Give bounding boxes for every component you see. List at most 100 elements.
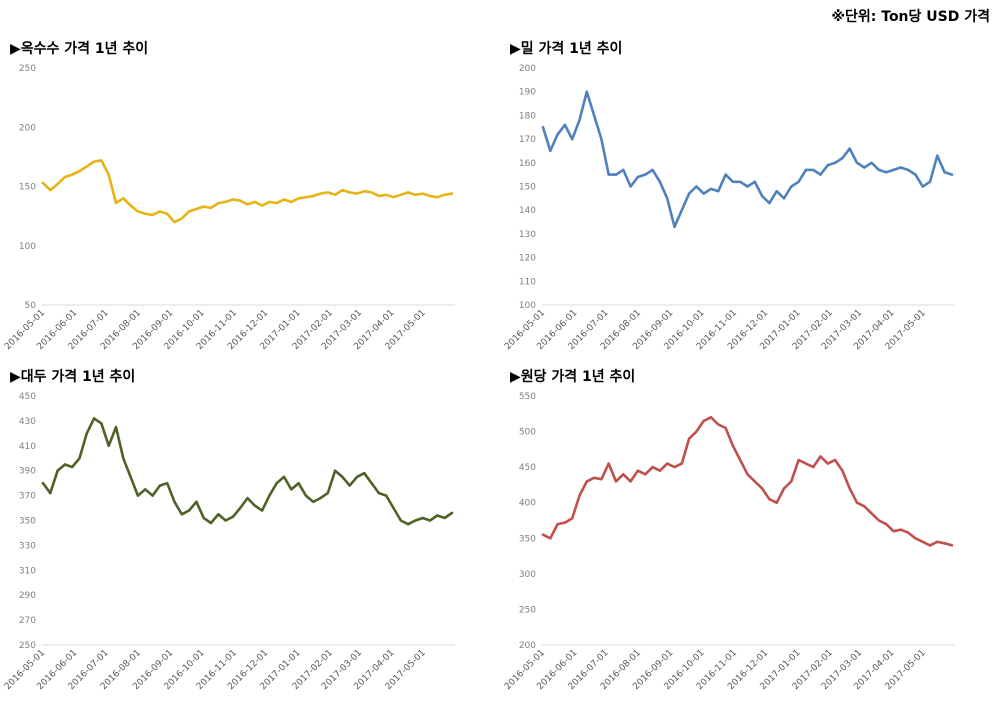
series-line	[41, 417, 454, 526]
data-point	[253, 504, 256, 507]
data-point	[129, 475, 132, 479]
chart-panel-sugar: ▶원당 가격 1년 추이 200 250 300 350 400 450 500 550 201…	[500, 366, 990, 706]
data-point	[260, 509, 264, 512]
data-point	[921, 540, 924, 543]
data-point	[187, 509, 191, 512]
y-tick-label: 410	[19, 442, 36, 452]
data-point	[348, 191, 351, 194]
data-point	[100, 159, 103, 162]
y-tick-label: 200	[519, 64, 536, 74]
data-point	[173, 220, 176, 224]
y-tick-label: 100	[19, 242, 36, 252]
y-tick-label: 110	[519, 277, 536, 287]
data-point	[63, 175, 67, 179]
chart-corn: 501001502002502016-05-012016-06-012016-0…	[3, 64, 455, 352]
data-point	[399, 519, 402, 522]
data-point	[114, 425, 118, 429]
y-tick-label: 270	[19, 616, 36, 626]
data-point	[41, 181, 45, 185]
data-point	[863, 505, 866, 508]
data-point	[826, 462, 829, 465]
data-point	[950, 173, 954, 176]
data-point	[421, 192, 424, 195]
data-point	[804, 168, 808, 172]
data-point	[943, 542, 946, 545]
chart-title: ▶원당 가격 1년 추이	[510, 369, 636, 385]
data-point	[782, 487, 786, 490]
data-point	[899, 528, 902, 531]
series-line	[541, 90, 954, 229]
data-point	[658, 180, 662, 183]
y-tick-label: 200	[19, 123, 36, 133]
data-point	[377, 194, 381, 198]
data-point	[841, 469, 844, 472]
data-point	[92, 160, 96, 163]
data-point	[614, 173, 618, 176]
data-point	[768, 498, 771, 501]
y-tick-label: 160	[519, 159, 536, 169]
y-tick-label: 150	[519, 183, 536, 193]
data-point	[804, 462, 808, 465]
data-point	[92, 417, 96, 420]
data-point	[450, 511, 454, 515]
data-point	[144, 212, 147, 215]
data-point	[687, 192, 691, 195]
data-point	[355, 192, 359, 195]
data-point	[78, 169, 81, 173]
data-point	[775, 501, 778, 504]
data-point	[85, 165, 89, 168]
data-point	[724, 173, 727, 176]
data-point	[680, 209, 683, 212]
data-point	[841, 156, 844, 160]
data-point	[680, 462, 683, 465]
data-point	[906, 531, 910, 534]
y-tick-label: 450	[19, 392, 36, 402]
data-point	[549, 149, 552, 153]
data-point	[943, 171, 946, 174]
data-point	[71, 465, 74, 469]
data-point	[658, 469, 662, 472]
data-point	[341, 188, 344, 192]
data-point	[826, 164, 829, 167]
data-point	[49, 188, 52, 192]
data-point	[812, 168, 815, 172]
data-point	[136, 494, 140, 497]
data-point	[571, 517, 574, 520]
data-point	[114, 201, 118, 205]
data-point	[717, 190, 720, 193]
data-point	[217, 513, 220, 516]
data-point	[936, 540, 939, 543]
data-point	[136, 210, 140, 213]
y-tick-label: 310	[19, 566, 36, 576]
y-tick-label: 190	[519, 88, 536, 98]
chart-soybean: 2502702903103303503703904104304502016-05…	[3, 392, 455, 692]
data-point	[406, 523, 410, 526]
data-point	[673, 465, 676, 469]
data-point	[614, 480, 618, 483]
data-point	[239, 506, 242, 510]
data-point	[833, 458, 837, 462]
data-point	[224, 519, 227, 522]
data-point	[651, 465, 654, 469]
data-point	[268, 494, 271, 497]
data-point	[319, 192, 322, 195]
data-point	[892, 168, 895, 172]
data-point	[812, 465, 815, 469]
data-point	[731, 444, 735, 447]
data-point	[385, 193, 388, 196]
data-point	[304, 196, 308, 199]
data-point	[585, 480, 588, 483]
data-point	[899, 166, 902, 169]
data-point	[144, 488, 147, 491]
y-tick-label: 350	[19, 517, 36, 527]
data-point	[855, 161, 859, 164]
data-point	[319, 496, 322, 500]
data-point	[629, 185, 632, 188]
data-point	[56, 469, 59, 472]
data-point	[217, 201, 220, 205]
data-point	[607, 462, 610, 465]
data-point	[702, 192, 705, 195]
data-point	[892, 530, 895, 533]
data-point	[877, 519, 881, 522]
data-point	[644, 173, 647, 176]
